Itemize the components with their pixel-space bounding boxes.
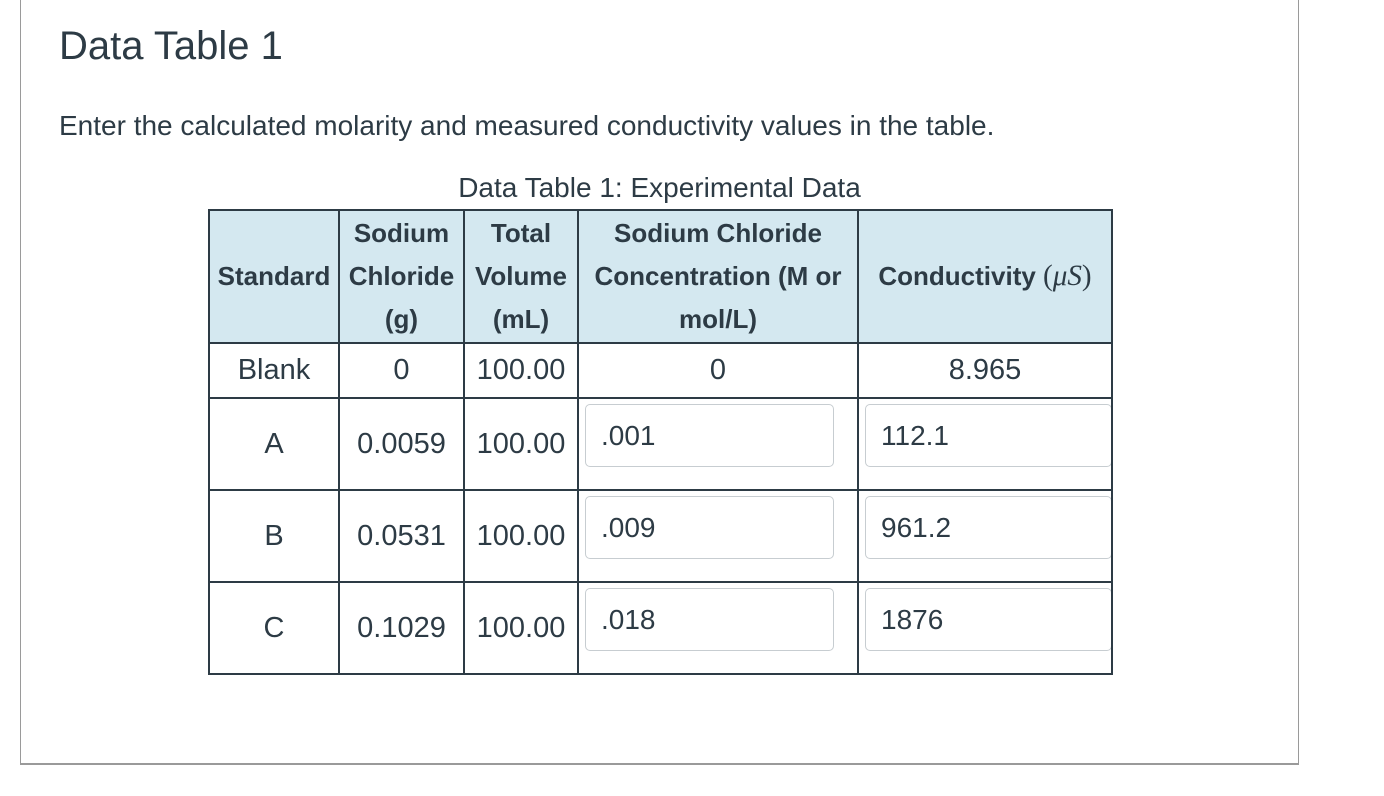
conductivity-input-b[interactable] xyxy=(865,496,1112,559)
cell-mass-a: 0.0059 xyxy=(338,397,465,491)
content-frame: Data Table 1 Enter the calculated molari… xyxy=(20,0,1299,765)
conductivity-input-a[interactable] xyxy=(865,404,1112,467)
cell-concentration-c xyxy=(577,581,859,675)
concentration-input-b[interactable] xyxy=(585,496,834,559)
instruction-text: Enter the calculated molarity and measur… xyxy=(59,110,995,141)
column-header-concentration: Sodium Chloride Concentration (M or mol/… xyxy=(577,209,859,344)
column-header-standard: Standard xyxy=(208,209,340,344)
cell-standard-c: C xyxy=(208,581,340,675)
cell-standard-blank: Blank xyxy=(208,342,340,399)
table-row-b: B 0.0531 100.00 xyxy=(208,489,1113,583)
cell-conductivity-b xyxy=(857,489,1113,583)
cell-volume-blank: 100.00 xyxy=(463,342,579,399)
cell-standard-a: A xyxy=(208,397,340,491)
data-table-section: Data Table 1: Experimental Data Standard… xyxy=(208,172,1113,675)
cell-volume-b: 100.00 xyxy=(463,489,579,583)
conductivity-input-c[interactable] xyxy=(865,588,1112,651)
concentration-input-c[interactable] xyxy=(585,588,834,651)
cell-concentration-b xyxy=(577,489,859,583)
table-row-blank: Blank 0 100.00 0 8.965 xyxy=(208,342,1113,399)
concentration-input-a[interactable] xyxy=(585,404,834,467)
header-row: Standard Sodium Chloride (g) Total Volum… xyxy=(208,209,1113,344)
page-title: Data Table 1 xyxy=(59,24,283,68)
data-table: Standard Sodium Chloride (g) Total Volum… xyxy=(208,209,1113,675)
table-caption: Data Table 1: Experimental Data xyxy=(458,172,861,203)
cell-conductivity-blank: 8.965 xyxy=(857,342,1113,399)
cell-volume-c: 100.00 xyxy=(463,581,579,675)
table-row-c: C 0.1029 100.00 xyxy=(208,581,1113,675)
cell-conductivity-a xyxy=(857,397,1113,491)
column-header-conductivity: Conductivity (μS) xyxy=(857,209,1113,344)
conductivity-label: Conductivity xyxy=(878,261,1036,292)
cell-standard-b: B xyxy=(208,489,340,583)
cell-mass-blank: 0 xyxy=(338,342,465,399)
conductivity-unit: (μS) xyxy=(1043,260,1092,293)
column-header-total-volume: Total Volume (mL) xyxy=(463,209,579,344)
cell-volume-a: 100.00 xyxy=(463,397,579,491)
cell-concentration-blank: 0 xyxy=(577,342,859,399)
table-row-a: A 0.0059 100.00 xyxy=(208,397,1113,491)
cell-concentration-a xyxy=(577,397,859,491)
cell-mass-c: 0.1029 xyxy=(338,581,465,675)
cell-conductivity-c xyxy=(857,581,1113,675)
column-header-sodium-chloride: Sodium Chloride (g) xyxy=(338,209,465,344)
cell-mass-b: 0.0531 xyxy=(338,489,465,583)
